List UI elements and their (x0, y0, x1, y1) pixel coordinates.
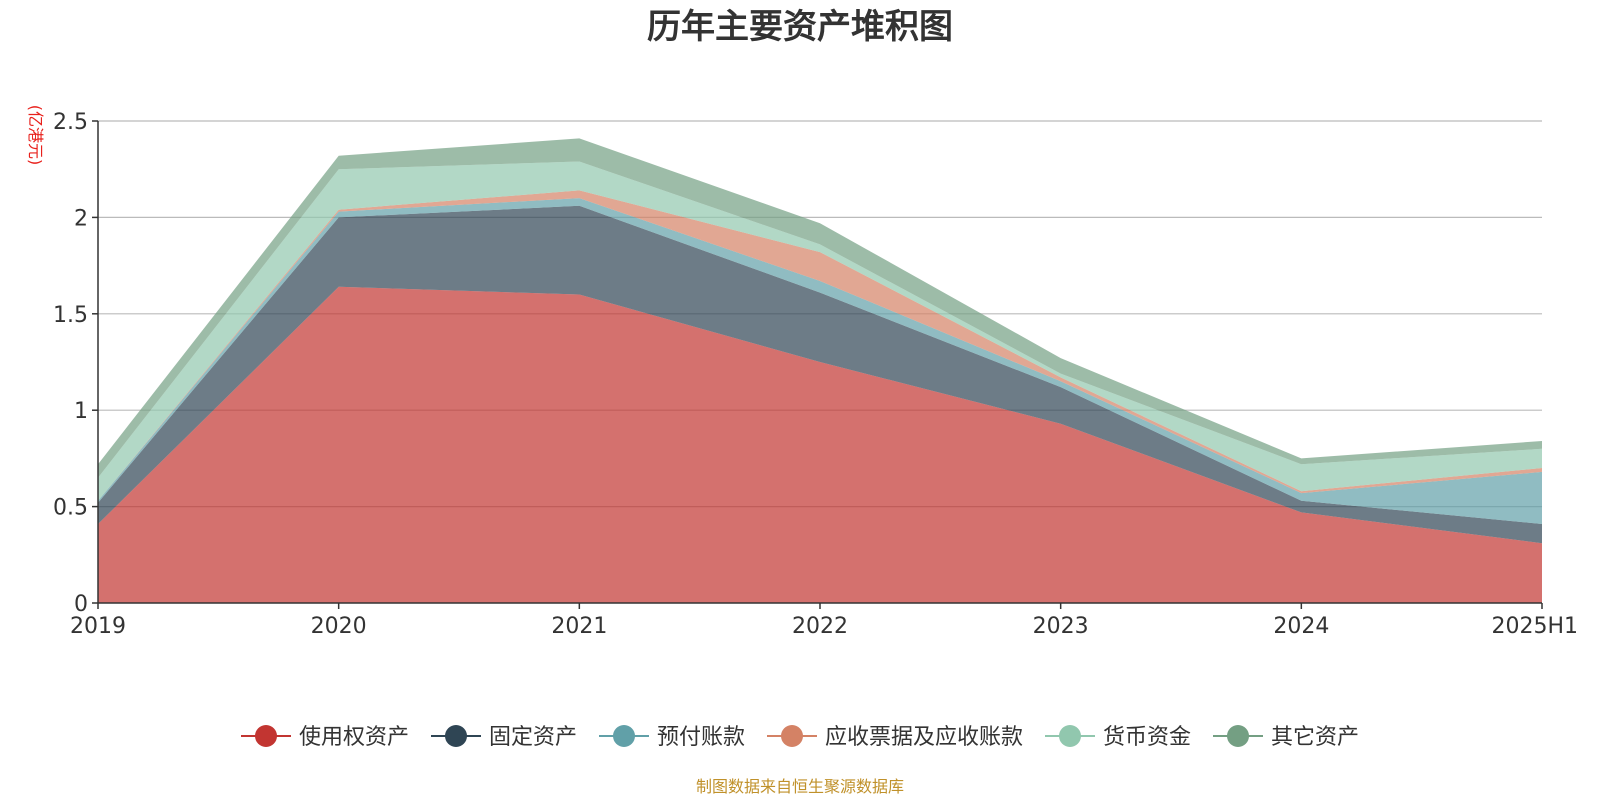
y-tick-label: 2 (74, 206, 88, 231)
y-tick-label: 1.5 (53, 303, 88, 328)
area-series-0 (98, 286, 1542, 603)
x-tick-label: 2024 (1273, 614, 1329, 639)
legend-label: 其它资产 (1271, 725, 1359, 750)
y-axis-unit-label: (亿港元) (26, 105, 45, 166)
legend-label: 使用权资产 (299, 725, 409, 750)
legend: 使用权资产 固定资产 预付账款 应收票据及应收账款 货币资金 其它资产 (241, 725, 1359, 750)
axes: 0 0.5 1 1.5 2 2.5 2019 2020 2021 2022 2023 2024 2025… (53, 110, 1578, 639)
legend-marker (255, 725, 277, 747)
y-tick-label: 0 (74, 592, 88, 617)
legend-label: 货币资金 (1103, 725, 1191, 750)
area-series-1 (98, 205, 1542, 544)
legend-item-2[interactable]: 预付账款 (599, 725, 745, 750)
legend-label: 应收票据及应收账款 (825, 725, 1023, 750)
legend-marker (445, 725, 467, 747)
x-tick-label: 2025H1 (1491, 614, 1578, 639)
y-tick-label: 2.5 (53, 110, 88, 135)
legend-item-1[interactable]: 固定资产 (431, 725, 577, 750)
legend-item-0[interactable]: 使用权资产 (241, 725, 409, 750)
x-tick-label: 2022 (792, 614, 848, 639)
legend-item-4[interactable]: 货币资金 (1045, 725, 1191, 750)
legend-item-3[interactable]: 应收票据及应收账款 (767, 725, 1023, 750)
chart-title: 历年主要资产堆积图 (647, 7, 953, 47)
legend-label: 固定资产 (489, 725, 577, 750)
area-series-4 (98, 161, 1542, 501)
x-tick-label: 2023 (1033, 614, 1089, 639)
legend-marker (613, 725, 635, 747)
area-series-3 (98, 190, 1542, 501)
x-tick-label: 2021 (551, 614, 607, 639)
x-tick-label: 2020 (311, 614, 367, 639)
legend-label: 预付账款 (657, 725, 745, 750)
x-tick-label: 2019 (70, 614, 126, 639)
legend-marker (1059, 725, 1081, 747)
area-series-group (98, 138, 1542, 603)
area-series-2 (98, 198, 1542, 524)
y-tick-label: 1 (74, 399, 88, 424)
y-tick-label: 0.5 (53, 496, 88, 521)
data-source-note: 制图数据来自恒生聚源数据库 (696, 777, 904, 796)
legend-marker (781, 725, 803, 747)
legend-marker (1227, 725, 1249, 747)
legend-item-5[interactable]: 其它资产 (1213, 725, 1359, 750)
